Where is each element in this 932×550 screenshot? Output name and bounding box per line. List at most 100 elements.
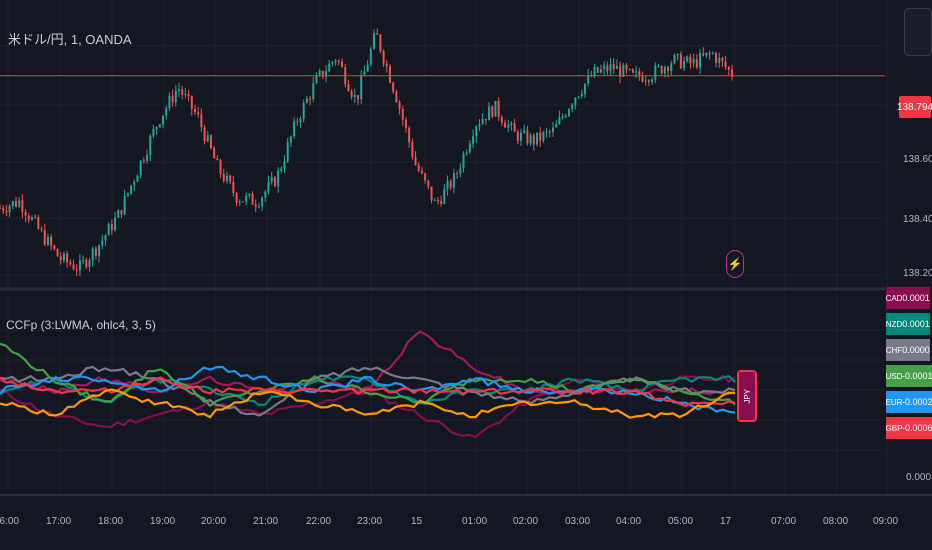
candle	[654, 62, 657, 84]
candle	[309, 95, 312, 106]
price-tick: 138.400	[903, 214, 932, 225]
candle	[181, 85, 184, 100]
candle	[257, 202, 260, 209]
candle	[468, 140, 471, 154]
candle	[104, 234, 107, 246]
candle	[660, 65, 663, 75]
candle	[40, 226, 43, 233]
currency-value: 0.0001	[902, 313, 930, 335]
candle	[165, 105, 168, 120]
candle	[133, 179, 136, 191]
candle	[184, 87, 187, 99]
ccfp-series-line	[0, 375, 736, 407]
symbol-title[interactable]: 米ドル/円, 1, OANDA	[8, 32, 132, 47]
candle	[270, 171, 273, 185]
candle	[414, 151, 417, 166]
candle	[139, 160, 142, 179]
price-candles	[0, 28, 733, 277]
candle	[299, 116, 302, 128]
candle	[628, 68, 631, 71]
candle	[289, 135, 292, 148]
candle	[190, 95, 193, 116]
candle	[587, 68, 590, 87]
candle	[2, 205, 5, 215]
candle	[66, 250, 69, 268]
jpy-label: JPY	[737, 370, 757, 422]
lightning-icon[interactable]: ⚡	[726, 250, 744, 278]
candle	[56, 248, 59, 257]
candle	[130, 185, 133, 196]
ccfp-series-line	[0, 374, 736, 439]
candle	[420, 166, 423, 175]
candle	[366, 60, 369, 72]
candle	[72, 259, 75, 271]
candle	[62, 251, 65, 264]
currency-legend-item: GBP -0.0006	[886, 417, 932, 439]
currency-legend-item: NZD 0.0001	[886, 313, 930, 335]
candle	[673, 53, 676, 65]
candle	[8, 204, 11, 218]
candle	[254, 199, 257, 213]
candle	[331, 61, 334, 67]
candle	[315, 72, 318, 84]
candle	[727, 65, 730, 76]
candle	[149, 133, 152, 162]
candle	[53, 244, 56, 251]
price-tick: 138.600	[903, 154, 932, 165]
candle	[280, 166, 283, 174]
candle	[446, 175, 449, 196]
candle	[622, 63, 625, 78]
currency-value: -0.0001	[902, 365, 932, 387]
candle	[238, 199, 241, 207]
price-tick: 138.200	[903, 268, 932, 279]
candle	[337, 59, 340, 66]
candle	[152, 124, 155, 138]
candle	[363, 65, 366, 76]
time-label: 04:00	[616, 516, 642, 527]
candle	[171, 89, 174, 107]
candle	[676, 53, 679, 61]
candle	[558, 110, 561, 125]
indicator-title[interactable]: CCFp (3:LWMA, ohlc4, 3, 5)	[6, 318, 156, 332]
candle	[91, 246, 94, 267]
candle	[625, 62, 628, 74]
candle	[647, 79, 650, 87]
candle	[82, 255, 85, 264]
candle	[475, 125, 478, 143]
currency-code: GBP	[886, 417, 902, 439]
time-label: 01:00	[462, 516, 488, 527]
candle	[615, 59, 618, 69]
candle	[369, 46, 372, 67]
candle	[107, 222, 110, 236]
candle	[686, 55, 689, 63]
candle	[702, 47, 705, 57]
candle	[692, 53, 695, 68]
candle	[146, 149, 149, 164]
candle	[206, 130, 209, 143]
time-label: 05:00	[668, 516, 694, 527]
candle	[731, 64, 733, 81]
candle	[50, 234, 53, 251]
candle	[174, 84, 177, 107]
candle	[341, 58, 344, 68]
candle	[452, 168, 455, 194]
ccfp-series-line	[0, 342, 736, 408]
candle	[5, 204, 8, 217]
candle	[494, 100, 497, 117]
indicator-tick: 0.000	[906, 472, 932, 483]
candle	[395, 89, 398, 103]
candle	[401, 105, 404, 126]
candle	[43, 223, 46, 247]
candle	[312, 77, 315, 103]
chart-widget-button[interactable]	[904, 8, 932, 56]
candle	[472, 129, 475, 148]
candle	[596, 66, 599, 74]
time-label: 17	[720, 516, 732, 527]
candle	[0, 204, 1, 209]
candle	[631, 68, 634, 74]
candle	[641, 71, 644, 83]
current-price-tag: 138.794	[897, 96, 932, 118]
candle	[193, 104, 196, 115]
candle	[465, 149, 468, 156]
